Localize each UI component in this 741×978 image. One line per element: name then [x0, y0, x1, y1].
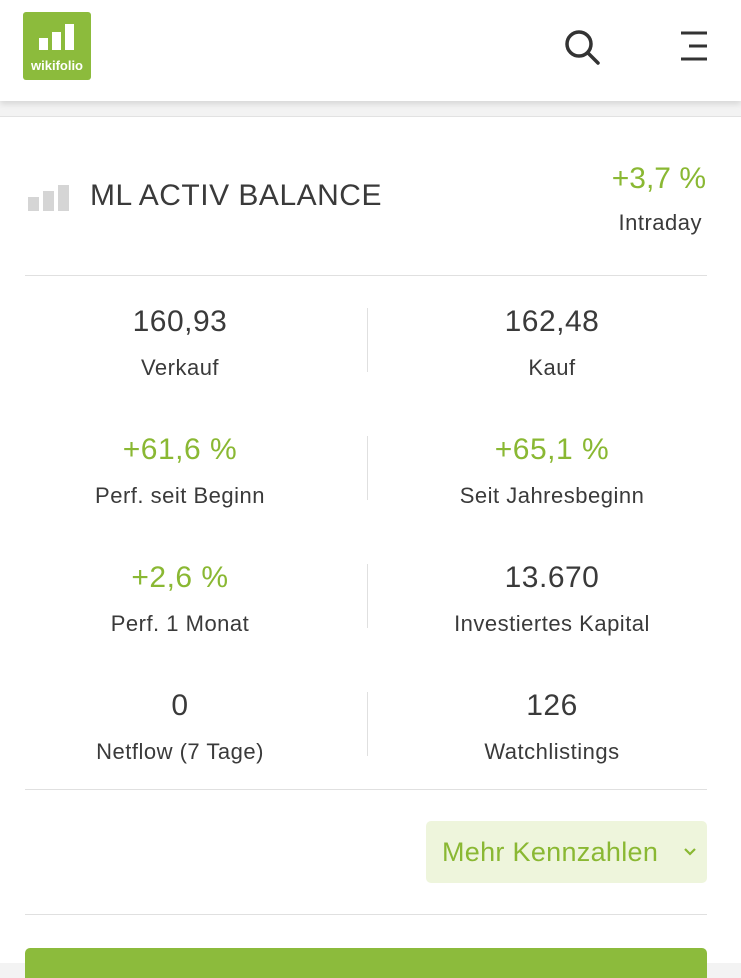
title: ML ACTIV BALANCE — [90, 179, 382, 212]
metric-label: Verkauf — [140, 355, 220, 380]
button-label: Mehr Kennzahlen — [442, 837, 659, 867]
metric-value: 160,93 — [132, 305, 228, 338]
separator — [25, 914, 707, 915]
more-button[interactable]: Mehr Kennzahlen — [426, 821, 707, 883]
change-value: +3,7 % — [611, 162, 706, 195]
metric-value: 13.670 — [504, 561, 600, 594]
menu-icon[interactable] — [677, 30, 709, 62]
metric-value: +61,6 % — [122, 433, 238, 466]
separator — [25, 275, 707, 276]
metric-label: Seit Jahresbeginn — [459, 483, 645, 508]
logo-icon — [39, 24, 74, 50]
separator — [25, 789, 707, 790]
column-divider — [367, 564, 368, 628]
metric-value: 0 — [171, 689, 189, 722]
metric-value: +65,1 % — [494, 433, 610, 466]
column-divider — [367, 436, 368, 500]
column-divider — [367, 692, 368, 756]
metric-label: Investiertes Kapital — [454, 611, 650, 636]
logo[interactable]: wikifolio — [23, 12, 91, 80]
metric-value: 162,48 — [504, 305, 600, 338]
logo-text: wikifolio — [31, 58, 83, 73]
metric-label: Perf. 1 Monat — [110, 611, 250, 636]
metric-label: Netflow (7 Tage) — [96, 739, 264, 764]
title-icon — [28, 185, 69, 211]
card: ML ACTIV BALANCE +3,7 % Intraday 160,93 V… — [0, 116, 741, 978]
change-label: Intraday — [618, 210, 702, 235]
chevron — [684, 848, 696, 856]
header: wikifolio — [0, 0, 741, 101]
action-button[interactable] — [25, 948, 707, 978]
metric-value: 126 — [526, 689, 578, 722]
metric-label: Kauf — [528, 355, 576, 380]
metric-label: Perf. seit Beginn — [95, 483, 265, 508]
search-icon[interactable] — [563, 28, 603, 68]
metric-label: Watchlistings — [484, 739, 620, 764]
metric-value: +2,6 % — [131, 561, 229, 594]
column-divider — [367, 308, 368, 372]
